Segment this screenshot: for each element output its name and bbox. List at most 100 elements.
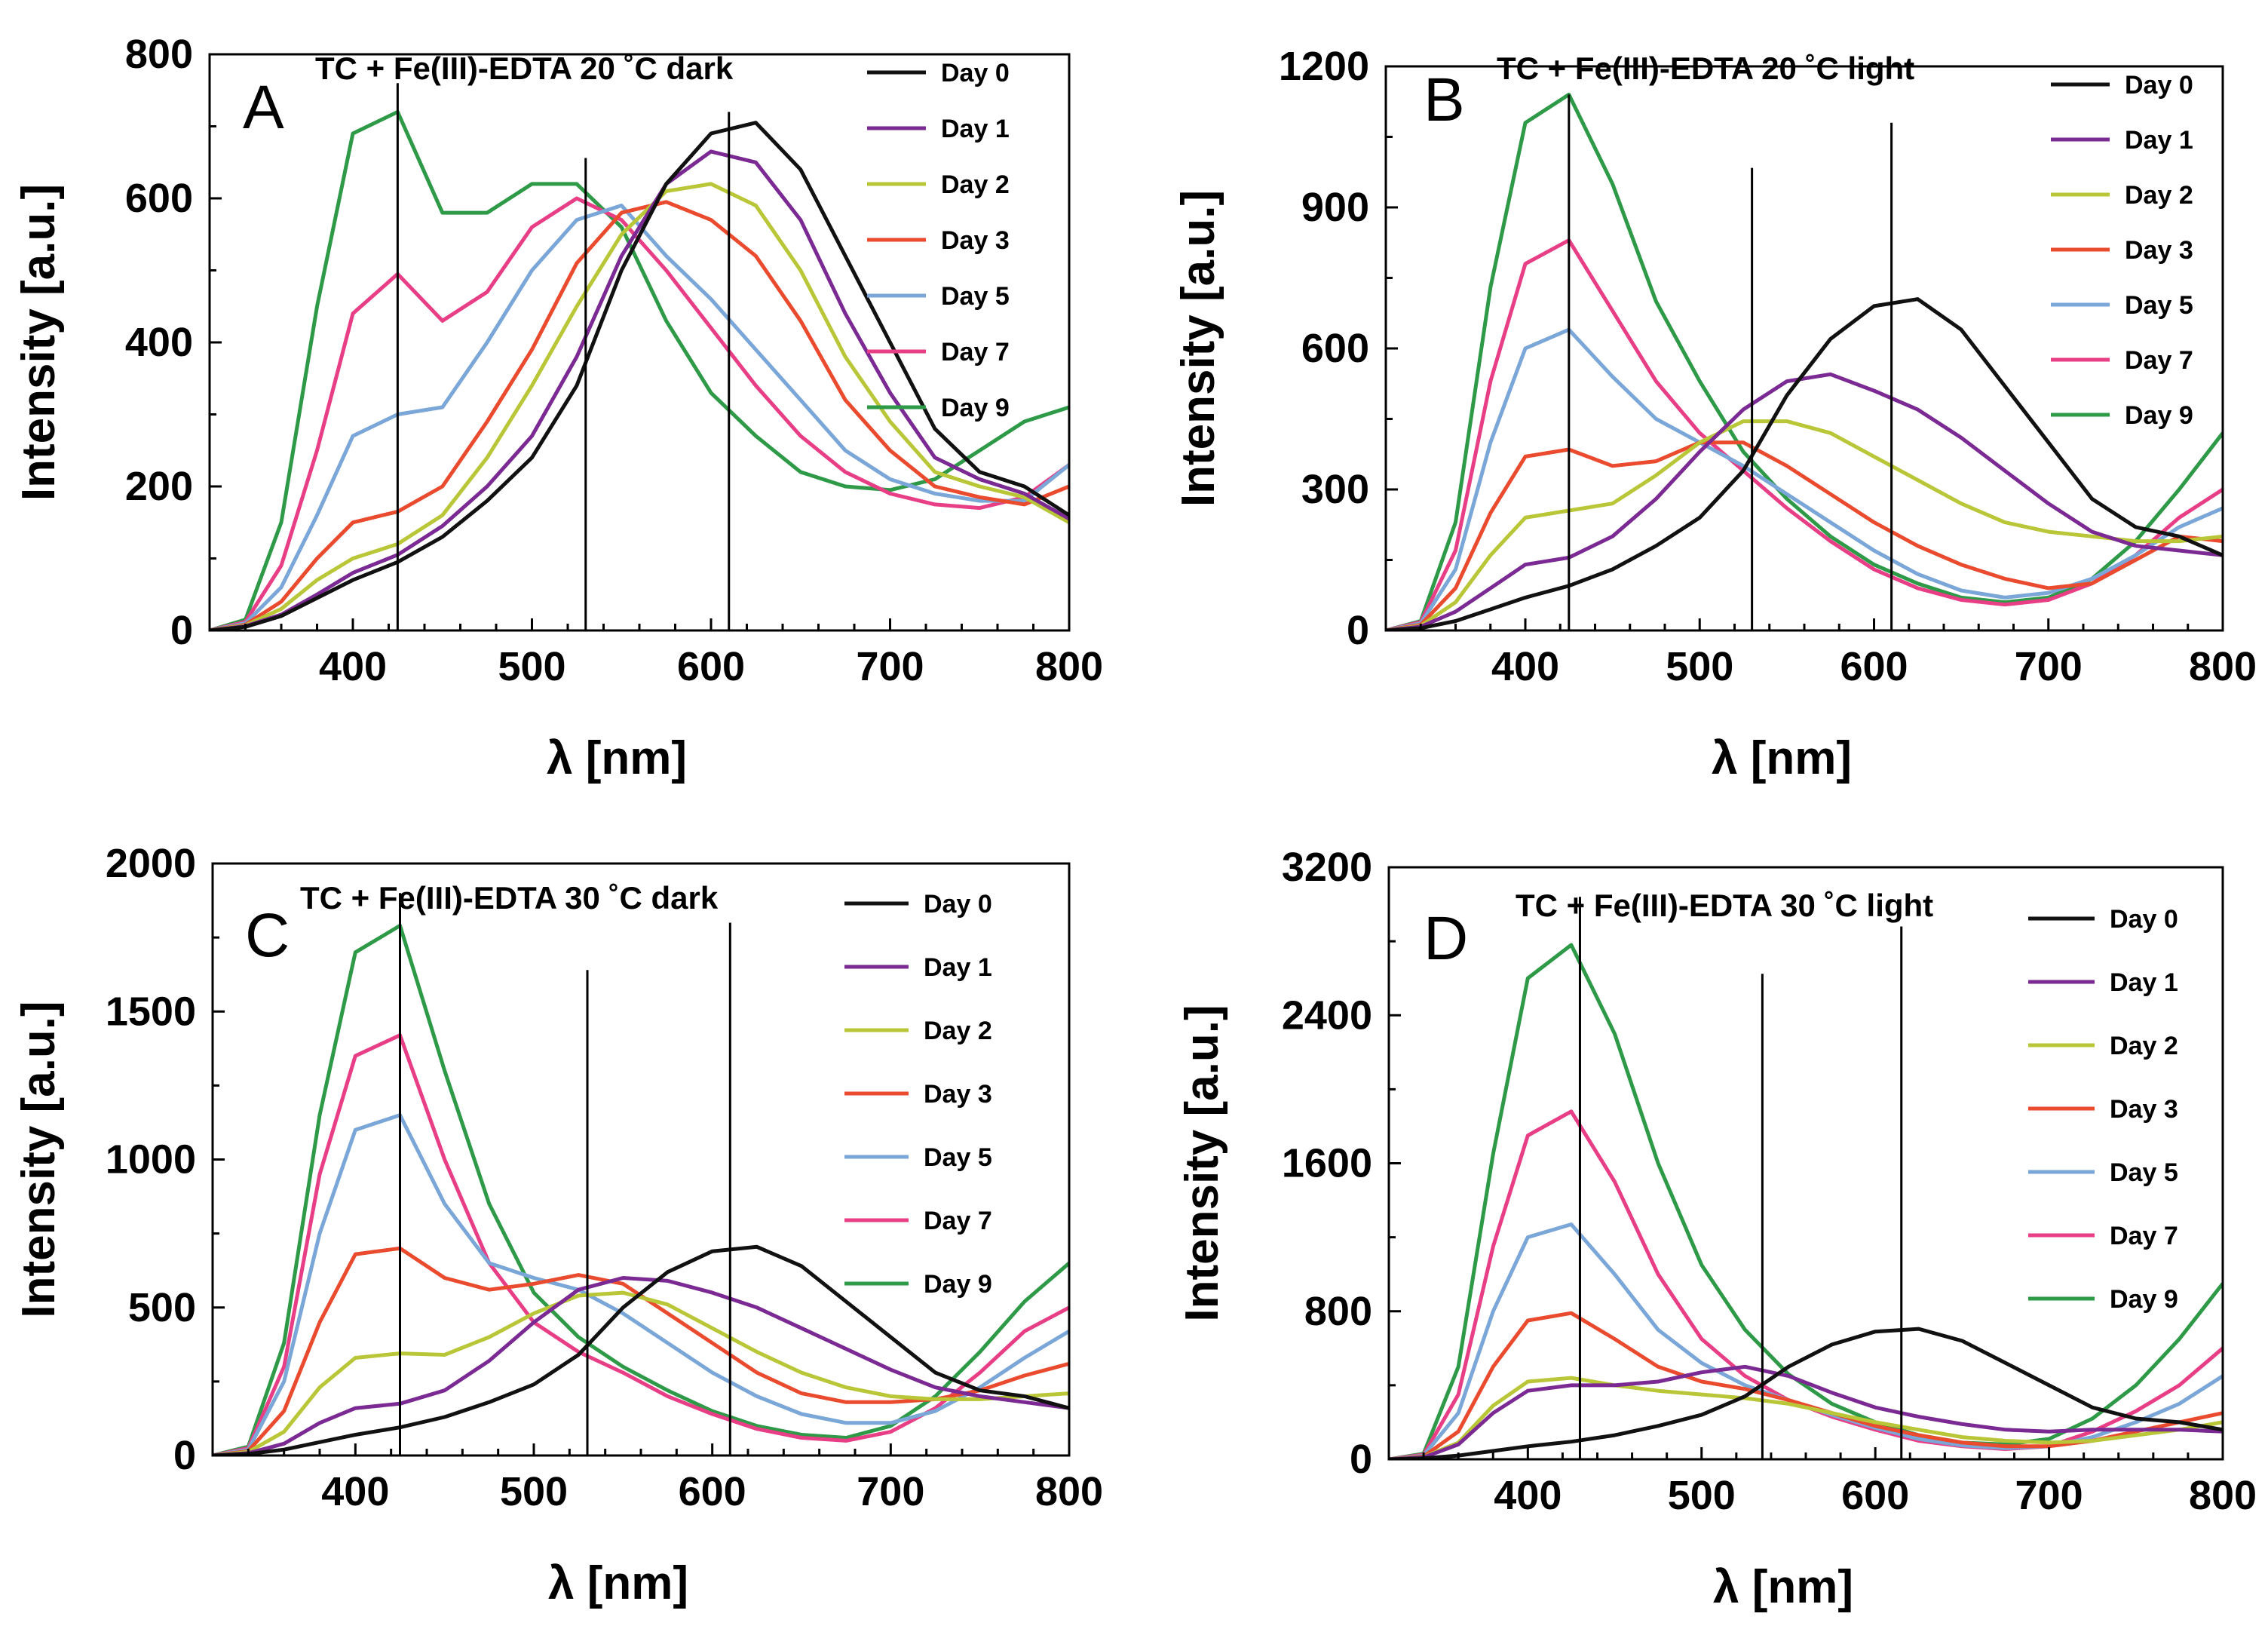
- y-tick-label: 0: [170, 608, 193, 653]
- legend-item: Day 5: [867, 282, 1010, 311]
- x-axis-label: λ [nm]: [1712, 732, 1852, 784]
- series-line-day-0: [213, 1244, 1069, 1455]
- series-line-day-2: [1389, 1376, 2223, 1459]
- y-tick-label: 1200: [1279, 44, 1369, 89]
- legend-item: Day 7: [2051, 346, 2193, 375]
- series-line-day-1: [1386, 372, 2223, 630]
- legend-item: Day 2: [844, 1017, 992, 1045]
- legend-label: Day 0: [2125, 71, 2193, 100]
- x-tick-label: 400: [1494, 1473, 1562, 1518]
- legend-label: Day 0: [2110, 905, 2178, 934]
- legend-item: Day 7: [867, 338, 1010, 367]
- legend-item: Day 3: [2051, 236, 2193, 265]
- y-axis-label: Intensity [a.u.]: [13, 1001, 65, 1317]
- legend-label: Day 7: [924, 1207, 992, 1235]
- y-tick-label: 3200: [1282, 845, 1372, 890]
- x-tick-label: 600: [677, 644, 745, 689]
- legend-label: Day 2: [941, 170, 1010, 199]
- legend-label: Day 1: [2110, 968, 2178, 997]
- legend-label: Day 7: [2125, 346, 2193, 375]
- series-line-day-3: [213, 1246, 1069, 1455]
- x-tick-label: 800: [2189, 1473, 2257, 1518]
- legend-label: Day 0: [924, 890, 992, 919]
- legend-item: Day 9: [844, 1270, 992, 1299]
- series-line-day-5: [210, 204, 1069, 630]
- legend-label: Day 9: [2125, 401, 2193, 430]
- legend-item: Day 5: [2051, 291, 2193, 320]
- plot-frame: [1387, 866, 2224, 1461]
- x-axis-label: λ [nm]: [1713, 1561, 1853, 1613]
- legend-label: Day 0: [941, 59, 1010, 87]
- y-tick-label: 200: [125, 464, 193, 509]
- panel-title: TC + Fe(III)-EDTA 20 ˚C light: [1497, 51, 1914, 86]
- legend-label: Day 9: [941, 394, 1010, 422]
- legend-item: Day 1: [867, 115, 1010, 143]
- y-axis-label: Intensity [a.u.]: [1172, 190, 1224, 507]
- series-line-day-7: [210, 196, 1069, 630]
- y-tick-label: 1600: [1282, 1141, 1372, 1186]
- legend-label: Day 7: [941, 338, 1010, 367]
- y-tick-label: 400: [125, 320, 193, 365]
- legend-item: Day 0: [844, 890, 992, 919]
- series-line-day-1: [210, 149, 1069, 630]
- legend-label: Day 3: [941, 226, 1010, 255]
- x-tick-label: 400: [319, 644, 387, 689]
- y-tick-label: 0: [1347, 608, 1369, 653]
- legend-label: Day 2: [924, 1017, 992, 1045]
- series-line-day-7: [1386, 238, 2223, 630]
- series-line-day-0: [1389, 1327, 2223, 1459]
- x-tick-label: 700: [2015, 1473, 2083, 1518]
- series-line-day-3: [1386, 440, 2223, 630]
- legend-label: Day 1: [2125, 126, 2193, 155]
- y-tick-label: 1000: [106, 1137, 196, 1182]
- series-line-day-0: [210, 121, 1069, 630]
- x-tick-label: 700: [2015, 644, 2083, 689]
- plot-frame: [208, 53, 1071, 632]
- x-tick-label: 700: [857, 1469, 924, 1514]
- x-tick-label: 500: [500, 1469, 568, 1514]
- legend-label: Day 3: [2125, 236, 2193, 265]
- legend-item: Day 1: [2051, 126, 2193, 155]
- x-tick-label: 500: [498, 644, 565, 689]
- chart-panel-a: 400 500 600 700 800 0 200 400 600 800 λ [nm] Intens…: [13, 32, 1103, 784]
- legend-label: Day 5: [924, 1143, 992, 1172]
- legend-label: Day 9: [2110, 1285, 2178, 1314]
- series-line-day-2: [1386, 419, 2223, 630]
- chart-panel-c: 400 500 600 700 800 0 500 1000 1500 2000 λ [nm] Int…: [13, 841, 1103, 1609]
- chart-panel-b: 400 500 600 700 800 0 300 600 900 1200 λ [nm] Inten…: [1172, 44, 2257, 784]
- y-tick-label: 1500: [106, 989, 196, 1034]
- panel-letter: C: [245, 901, 290, 970]
- y-tick-label: 300: [1301, 467, 1369, 512]
- x-tick-label: 400: [1491, 644, 1559, 689]
- legend-item: Day 0: [2051, 71, 2193, 100]
- panel-title: TC + Fe(III)-EDTA 30 ˚C dark: [300, 880, 719, 916]
- legend-label: Day 1: [924, 953, 992, 982]
- x-tick-label: 600: [1840, 644, 1908, 689]
- legend-item: Day 9: [2051, 401, 2193, 430]
- y-tick-label: 500: [128, 1285, 196, 1330]
- legend-item: Day 5: [2028, 1158, 2178, 1187]
- plot-frame: [1384, 65, 2224, 632]
- y-tick-label: 800: [1304, 1289, 1372, 1334]
- legend-label: Day 5: [941, 282, 1010, 311]
- legend-label: Day 2: [2110, 1032, 2178, 1060]
- x-tick-label: 400: [321, 1469, 389, 1514]
- series-line-day-9: [213, 923, 1069, 1455]
- y-axis-label: Intensity [a.u.]: [13, 184, 65, 501]
- panel-title: TC + Fe(III)-EDTA 20 ˚C dark: [315, 51, 734, 86]
- legend-item: Day 9: [867, 394, 1010, 422]
- legend-label: Day 3: [924, 1080, 992, 1109]
- y-axis-label: Intensity [a.u.]: [1176, 1005, 1228, 1321]
- legend-item: Day 9: [2028, 1285, 2178, 1314]
- x-tick-label: 600: [1841, 1473, 1909, 1518]
- legend-label: Day 7: [2110, 1222, 2178, 1250]
- chart-panel-d: 400 500 600 700 800 0 800 1600 2400 3200 λ [nm] Int…: [1176, 845, 2257, 1613]
- legend-label: Day 9: [924, 1270, 992, 1299]
- y-tick-label: 2400: [1282, 992, 1372, 1038]
- x-tick-label: 500: [1668, 1473, 1736, 1518]
- legend-item: Day 2: [2051, 181, 2193, 210]
- panel-letter: D: [1424, 904, 1468, 973]
- series-line-day-0: [1386, 297, 2223, 630]
- legend-item: Day 7: [844, 1207, 992, 1235]
